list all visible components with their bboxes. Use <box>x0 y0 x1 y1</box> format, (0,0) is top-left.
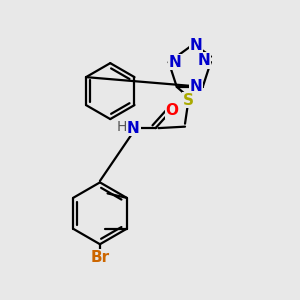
Text: N: N <box>169 55 182 70</box>
Text: S: S <box>182 93 194 108</box>
Text: N: N <box>198 53 211 68</box>
Text: N: N <box>190 80 203 94</box>
Text: N: N <box>190 38 203 53</box>
Text: N: N <box>127 121 140 136</box>
Text: O: O <box>165 103 178 118</box>
Text: Br: Br <box>90 250 110 265</box>
Text: H: H <box>117 120 128 134</box>
